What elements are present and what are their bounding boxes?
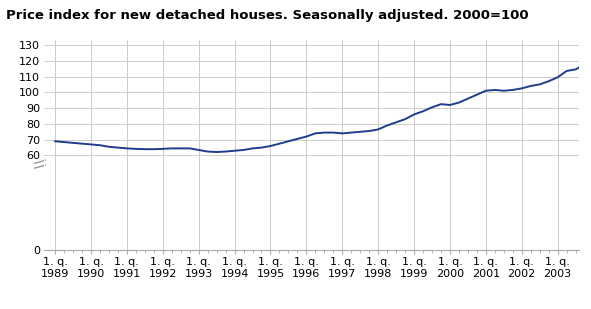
Text: Price index for new detached houses. Seasonally adjusted. 2000=100: Price index for new detached houses. Sea… xyxy=(6,9,528,22)
